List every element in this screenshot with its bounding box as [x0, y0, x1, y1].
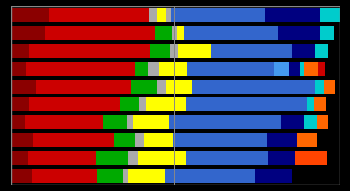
Bar [156, 8, 166, 22]
Bar [314, 97, 326, 112]
Bar [148, 62, 159, 76]
Bar [33, 133, 114, 147]
Bar [10, 115, 25, 129]
Bar [166, 8, 170, 22]
Bar [327, 151, 340, 165]
Bar [131, 79, 156, 94]
Bar [173, 26, 177, 40]
Bar [135, 133, 144, 147]
Bar [49, 8, 149, 22]
Bar [300, 62, 304, 76]
Bar [29, 97, 120, 112]
Bar [120, 97, 139, 112]
Bar [184, 26, 278, 40]
Bar [10, 169, 33, 183]
Bar [128, 169, 165, 183]
Bar [127, 115, 133, 129]
Bar [10, 151, 28, 165]
Bar [278, 26, 320, 40]
Bar [97, 169, 122, 183]
Bar [178, 44, 211, 58]
Bar [170, 8, 265, 22]
Bar [169, 115, 281, 129]
Bar [133, 115, 169, 129]
Bar [144, 133, 173, 147]
Bar [186, 151, 268, 165]
Bar [268, 151, 295, 165]
Bar [33, 169, 97, 183]
Bar [281, 115, 304, 129]
Bar [292, 44, 315, 58]
Bar [28, 151, 96, 165]
Bar [320, 26, 334, 40]
Bar [328, 115, 340, 129]
Bar [188, 62, 274, 76]
Bar [193, 79, 315, 94]
Bar [173, 133, 267, 147]
Bar [318, 62, 324, 76]
Bar [166, 79, 193, 94]
Bar [295, 151, 327, 165]
Bar [139, 97, 146, 112]
Bar [186, 97, 307, 112]
Bar [45, 26, 155, 40]
Bar [265, 8, 320, 22]
Bar [297, 133, 317, 147]
Bar [10, 133, 33, 147]
Bar [10, 44, 29, 58]
Bar [267, 133, 297, 147]
Bar [10, 62, 26, 76]
Bar [149, 44, 170, 58]
Bar [177, 26, 184, 40]
Bar [122, 169, 128, 183]
Bar [135, 62, 148, 76]
Bar [138, 151, 186, 165]
Bar [156, 79, 166, 94]
Bar [159, 62, 188, 76]
Bar [146, 97, 186, 112]
Bar [114, 133, 135, 147]
Bar [326, 97, 340, 112]
Bar [328, 44, 339, 58]
Bar [289, 62, 300, 76]
Bar [335, 79, 340, 94]
Bar [292, 169, 340, 183]
Bar [255, 169, 292, 183]
Bar [10, 8, 49, 22]
Bar [274, 62, 289, 76]
Bar [25, 115, 103, 129]
Bar [317, 115, 328, 129]
Bar [324, 79, 335, 94]
Bar [26, 62, 135, 76]
Bar [155, 26, 173, 40]
Bar [211, 44, 292, 58]
Bar [128, 151, 138, 165]
Bar [324, 62, 339, 76]
Bar [304, 62, 318, 76]
Bar [10, 79, 36, 94]
Bar [10, 26, 45, 40]
Bar [170, 44, 178, 58]
Bar [36, 79, 131, 94]
Bar [334, 26, 340, 40]
Bar [307, 97, 314, 112]
Bar [315, 44, 328, 58]
Bar [149, 8, 156, 22]
Bar [317, 133, 339, 147]
Bar [304, 115, 317, 129]
Bar [165, 169, 255, 183]
Bar [10, 97, 29, 112]
Bar [315, 79, 324, 94]
Bar [103, 115, 127, 129]
Bar [29, 44, 149, 58]
Bar [320, 8, 340, 22]
Bar [96, 151, 128, 165]
